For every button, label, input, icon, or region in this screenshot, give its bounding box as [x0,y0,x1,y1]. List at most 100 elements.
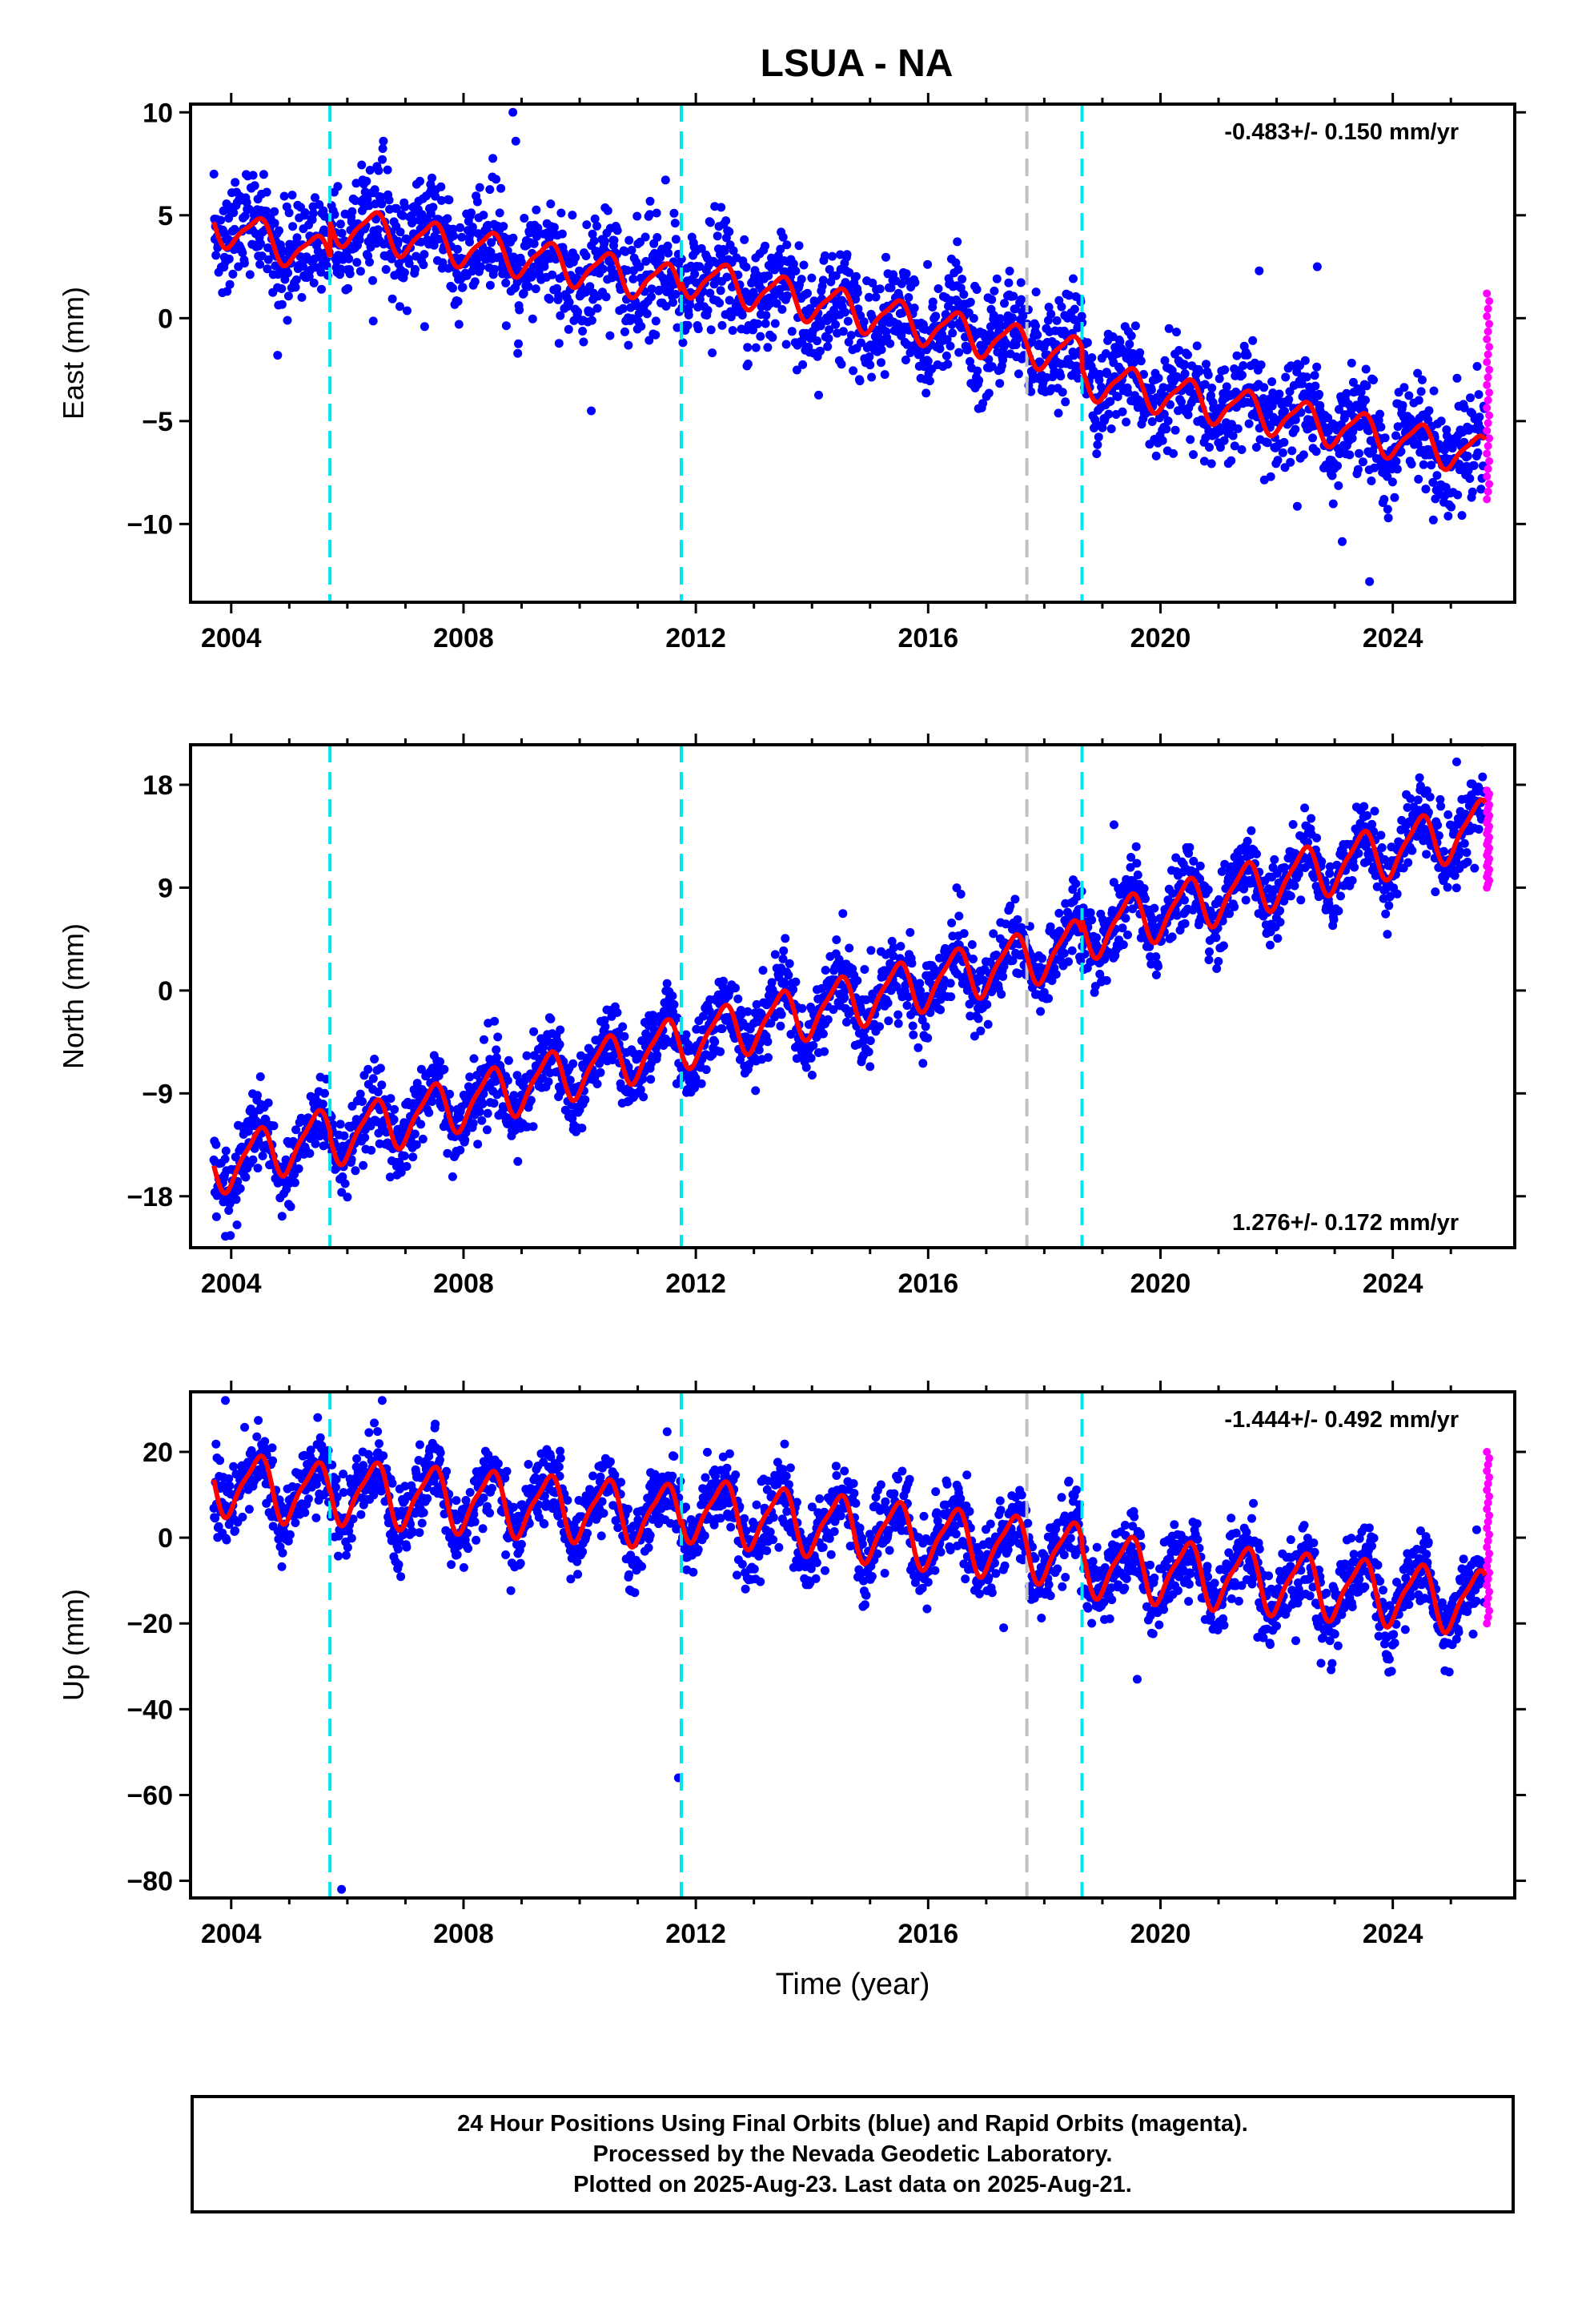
data-point [1220,859,1230,869]
data-point [652,1051,662,1059]
rapid-point [1484,419,1492,428]
data-point [513,348,523,358]
data-point [758,966,768,975]
data-point [1109,878,1118,887]
data-point [1414,396,1423,405]
data-point [729,246,738,255]
data-point [1323,413,1333,423]
data-point [1308,433,1317,443]
data-point [1239,361,1248,370]
data-point [640,232,650,242]
data-point [1130,321,1140,331]
data-point [1286,891,1295,901]
data-point [976,1026,986,1035]
data-point [974,1014,983,1023]
data-point [1006,901,1015,911]
data-point [770,950,780,959]
data-point [1452,373,1462,383]
data-point [552,283,562,293]
data-point [1383,472,1392,481]
data-point [1266,940,1275,950]
data-point [1391,431,1400,440]
data-point [875,1022,884,1031]
data-point [763,343,773,352]
data-point [592,221,601,231]
data-point [923,356,933,366]
data-point [1033,330,1042,340]
data-point [1297,379,1307,388]
data-point [483,1108,492,1118]
data-point [1056,372,1066,381]
data-point [867,372,877,382]
data-point [916,350,925,360]
data-point [1154,962,1162,971]
data-point [568,1059,578,1068]
data-point [460,1136,470,1144]
data-point [1159,409,1169,419]
data-point [412,1079,422,1088]
data-point [853,304,863,314]
data-point [753,319,762,328]
data-point [1207,459,1216,468]
data-point [509,1091,519,1100]
x-tick-label: 2012 [665,623,726,653]
data-point [642,309,652,319]
data-point [1087,915,1097,925]
data-point [1469,460,1479,470]
data-point [585,282,595,292]
data-point [1439,445,1449,455]
data-point [1470,863,1480,873]
data-point [831,320,841,329]
data-point [789,259,798,268]
data-point [845,943,854,953]
data-point [901,356,910,364]
data-point [624,340,633,350]
data-point [1356,388,1366,397]
data-point [351,179,361,188]
data-point [467,208,476,218]
data-point [378,155,387,164]
data-point [395,302,404,312]
data-point [889,951,898,961]
rapid-point [1483,495,1492,504]
data-point [1031,287,1041,297]
data-point [238,248,247,258]
data-point [263,264,272,274]
data-point [381,265,391,274]
final-orbit-points [209,107,1489,586]
rapid-point [1485,296,1494,305]
data-point [485,185,495,195]
data-point [345,269,355,279]
data-point [809,1041,818,1050]
data-point [1017,295,1026,304]
data-point [519,288,528,298]
data-point [224,254,234,263]
data-point [1106,396,1115,406]
rapid-point [1484,350,1492,359]
data-point [283,268,293,278]
data-point [1203,885,1213,895]
data-point [1463,452,1472,460]
data-point [218,1481,227,1490]
data-point [601,292,611,302]
data-point [377,1080,387,1090]
data-point [211,1514,220,1523]
data-point [779,946,789,955]
data-point [668,991,677,1001]
data-point [1227,456,1236,465]
data-point [1123,388,1133,397]
data-point [1372,882,1382,891]
data-point [1222,382,1231,392]
data-point [367,1145,376,1155]
data-point [1286,361,1295,371]
rapid-point [1484,304,1492,313]
data-point [855,376,865,386]
data-point [966,297,975,307]
data-point [620,327,629,336]
data-point [485,280,495,290]
data-point [954,348,964,357]
data-point [1118,407,1127,416]
data-point [647,284,656,294]
data-point [1375,409,1384,419]
data-point [1447,864,1456,874]
